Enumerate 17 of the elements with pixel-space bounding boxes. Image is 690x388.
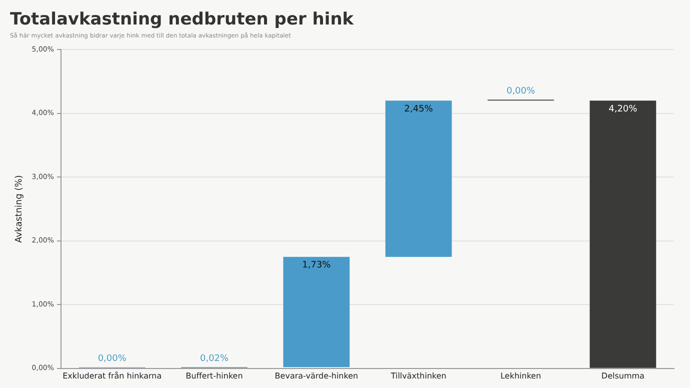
bar	[385, 100, 452, 257]
x-tick-label: Lekhinken	[500, 371, 542, 380]
x-tick-label: Buffert-hinken	[186, 371, 243, 380]
y-axis-title: Avkastning (%)	[14, 175, 25, 243]
data-label: 2,45%	[404, 104, 434, 114]
chart-title: Totalavkastning nedbruten per hink	[10, 10, 354, 30]
bar	[283, 256, 350, 368]
x-tick-label: Tillväxthinken	[390, 371, 446, 380]
data-label: 4,20%	[608, 104, 638, 114]
data-label: 0,02%	[200, 354, 230, 364]
x-tick-label: Exkluderat från hinkarna	[62, 370, 162, 380]
data-label: 0,00%	[506, 86, 536, 96]
x-tick-label: Bevara-värde-hinken	[274, 371, 358, 380]
data-label: 1,73%	[302, 260, 332, 271]
x-tick-label: Delsumma	[601, 371, 645, 380]
bar	[590, 100, 656, 368]
data-label: 0,00%	[98, 354, 127, 364]
